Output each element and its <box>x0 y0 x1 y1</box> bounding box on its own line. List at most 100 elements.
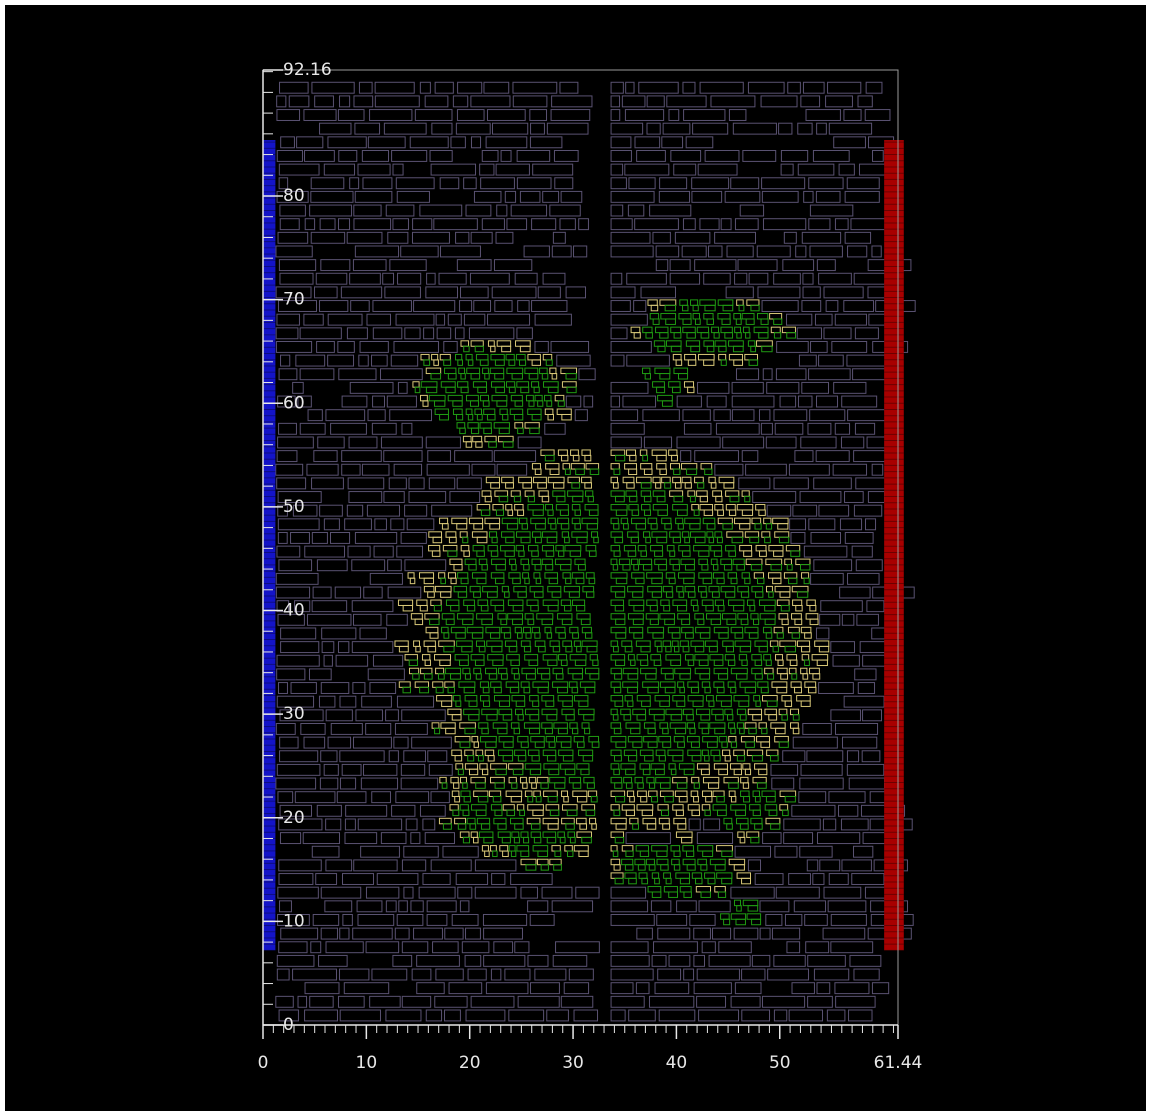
cell <box>294 791 336 804</box>
cell <box>612 850 619 858</box>
cell <box>635 577 645 585</box>
cell <box>694 536 706 544</box>
cell <box>648 995 695 1008</box>
cell <box>517 714 524 721</box>
cell <box>860 804 906 817</box>
y-tick-label: 20 <box>283 808 305 828</box>
cell <box>587 495 594 503</box>
cell <box>474 659 485 667</box>
cell <box>488 673 498 680</box>
cell <box>443 645 455 653</box>
cell <box>649 604 658 612</box>
cell <box>792 727 800 735</box>
cell <box>842 736 878 749</box>
cell <box>713 659 724 667</box>
cell <box>659 373 671 380</box>
cell <box>573 1009 599 1022</box>
cell <box>780 163 794 176</box>
cell <box>562 755 574 762</box>
cell <box>673 468 681 476</box>
cell <box>826 1009 846 1022</box>
cell <box>392 218 409 231</box>
cell <box>363 586 383 599</box>
cell <box>456 109 485 121</box>
cell <box>818 645 830 653</box>
cell <box>455 122 491 135</box>
cell <box>557 727 568 735</box>
cell <box>565 286 587 299</box>
cell <box>502 755 514 762</box>
cell <box>752 491 797 503</box>
cell <box>527 900 549 913</box>
cell <box>516 149 551 162</box>
cell <box>545 550 555 557</box>
cell <box>592 659 599 667</box>
cell <box>279 272 314 285</box>
cell <box>320 682 350 694</box>
cell <box>653 941 698 954</box>
cell <box>294 600 311 613</box>
cell <box>663 604 671 612</box>
cell <box>535 577 542 585</box>
cell <box>736 905 742 912</box>
cell <box>668 954 691 967</box>
cell <box>698 900 731 913</box>
cell <box>730 177 760 190</box>
cell <box>662 741 672 748</box>
cell <box>373 545 394 558</box>
cell <box>459 741 471 748</box>
cell <box>779 395 797 408</box>
cell <box>800 95 821 108</box>
cell <box>297 995 308 1008</box>
cell <box>372 654 404 667</box>
cell <box>822 927 866 940</box>
cell <box>768 591 774 598</box>
cell <box>739 714 747 721</box>
cell <box>492 659 504 667</box>
cell <box>615 509 628 516</box>
cell <box>275 995 294 1008</box>
cell <box>547 413 554 421</box>
cell <box>694 645 705 653</box>
cell <box>665 591 674 598</box>
cell <box>614 877 624 885</box>
cell <box>523 645 532 653</box>
cell <box>624 163 670 176</box>
cell <box>344 518 372 531</box>
cluster <box>642 367 695 407</box>
cell <box>659 332 669 339</box>
cell <box>396 695 435 708</box>
cell <box>454 327 465 340</box>
cell <box>481 149 499 162</box>
cell <box>674 231 711 244</box>
cell <box>706 523 716 530</box>
cell <box>716 577 725 585</box>
cell <box>561 413 572 421</box>
cell <box>730 741 738 748</box>
cell <box>640 645 651 653</box>
cell <box>517 427 524 435</box>
cell <box>766 504 792 517</box>
cell <box>419 204 463 217</box>
cell <box>804 659 810 667</box>
cell <box>657 927 691 940</box>
cell <box>482 400 490 407</box>
cell <box>582 755 594 762</box>
cell <box>492 850 498 858</box>
cell <box>839 518 863 531</box>
cell <box>593 536 599 544</box>
cell <box>708 782 720 789</box>
cell <box>682 81 696 94</box>
cell <box>750 345 757 353</box>
cell <box>699 495 708 503</box>
cell <box>754 659 763 667</box>
cell <box>276 477 307 490</box>
cell <box>809 618 819 626</box>
cell <box>338 368 377 381</box>
cell <box>400 531 427 544</box>
cell <box>473 300 492 312</box>
cell <box>551 245 572 258</box>
cell <box>432 536 443 544</box>
cell <box>578 368 596 381</box>
cell <box>314 95 334 108</box>
